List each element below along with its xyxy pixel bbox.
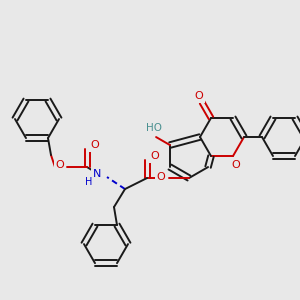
Text: N: N	[93, 169, 101, 179]
Text: H: H	[85, 177, 93, 187]
Text: O: O	[56, 160, 64, 170]
Text: O: O	[91, 140, 99, 150]
Text: O: O	[194, 91, 203, 101]
Text: O: O	[232, 160, 240, 170]
Text: O: O	[157, 172, 165, 182]
Text: HO: HO	[146, 123, 162, 133]
Text: O: O	[151, 151, 159, 161]
